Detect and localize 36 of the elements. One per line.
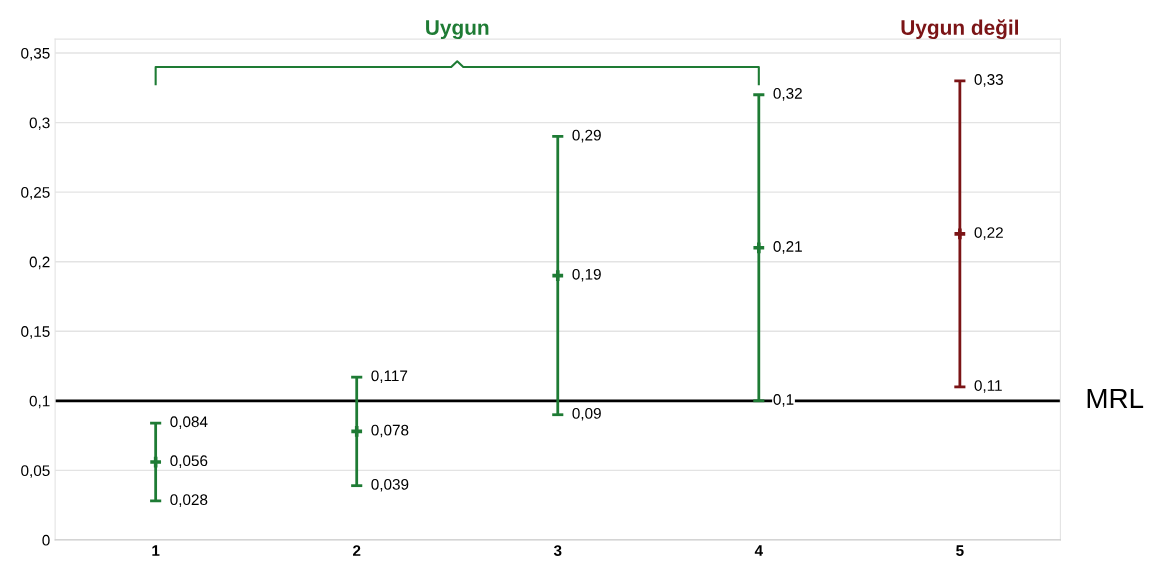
x-tick-label: 4 [754,545,763,556]
data-label: 0,19 [572,268,601,282]
x-tick-label: 1 [152,545,160,556]
x-tick-label: 2 [352,545,361,556]
ref-line-label: MRL [1087,388,1144,408]
y-tick-label: 0,05 [21,465,50,478]
y-tick-label: 0,1 [29,395,50,409]
data-label: 0,22 [974,227,1003,240]
annotation: 0,32 [773,88,802,101]
data-label: 0,078 [371,424,409,438]
point [150,456,162,468]
point [753,242,765,254]
x-tick-label: 5 [956,545,964,557]
point [351,426,363,437]
annotation: 0,11 [974,380,1002,393]
x-tick-label: 3 [553,545,562,557]
y-tick-label: 0,25 [21,187,50,200]
point [954,228,966,240]
annotation: 0,117 [371,370,408,384]
point [552,270,564,281]
annotation: 0,084 [170,416,208,429]
annotation: Uygun [426,20,489,40]
y-tick-label: 0 [42,534,50,546]
annotation: Uygun değil [901,19,1018,40]
annotation: 0,33 [974,74,1003,87]
annotation: 0,29 [572,129,601,143]
data-label: 0,21 [773,241,802,254]
annotation: 0,1 [773,394,794,407]
y-tick-label: 0,35 [21,47,50,61]
y-tick-label: 0,3 [29,117,50,131]
annotation: 0,039 [371,478,409,492]
y-tick-label: 0,15 [21,326,50,339]
annotation: 0,028 [170,494,208,507]
y-tick-label: 0,2 [29,256,50,270]
data-label: 0,056 [170,455,208,468]
annotation: 0,09 [572,408,601,421]
